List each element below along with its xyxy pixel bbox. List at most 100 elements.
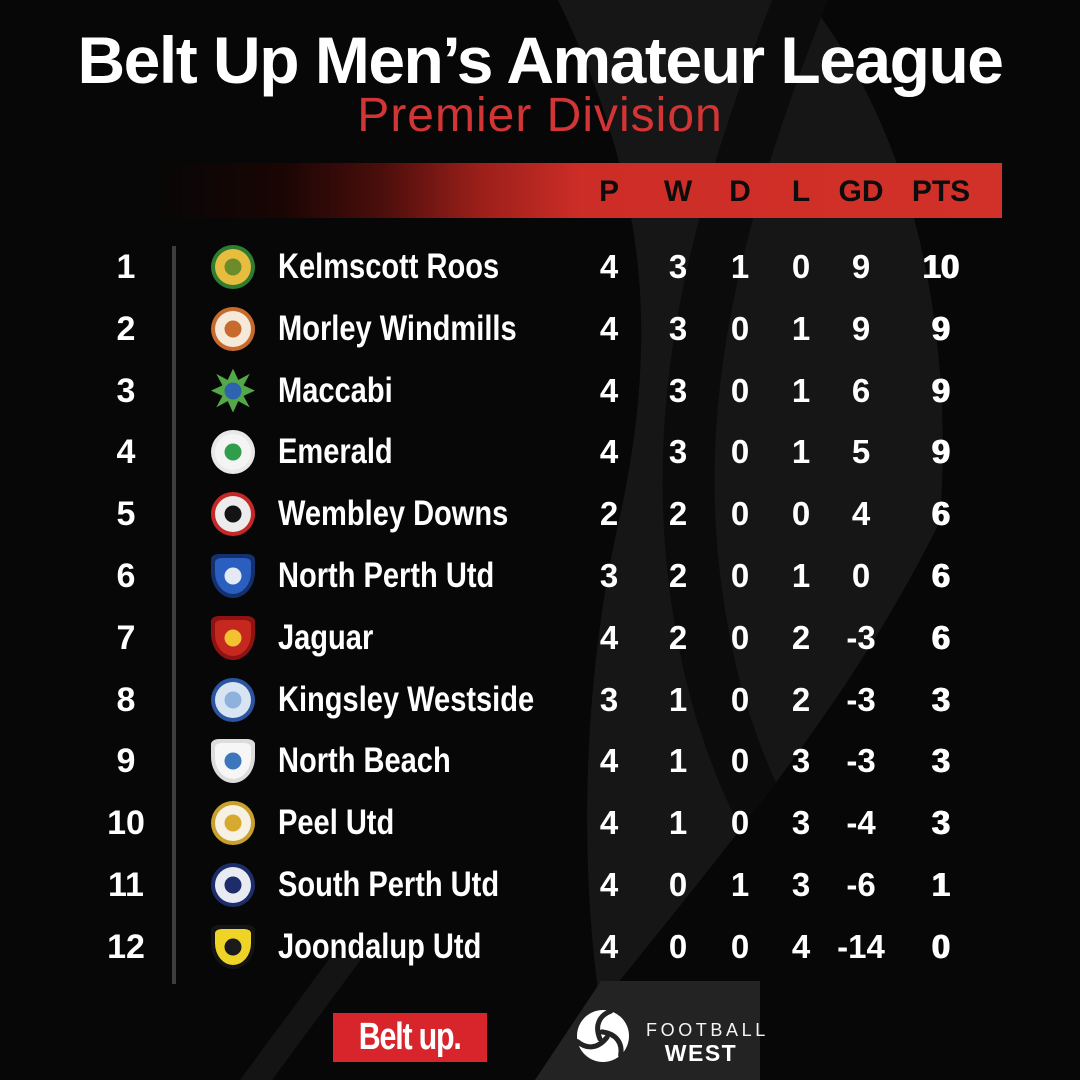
stat-played: 3 (599, 680, 619, 718)
stat-drawn: 0 (730, 495, 750, 533)
rank-number: 7 (116, 618, 136, 657)
table-row: 9 North Beach 4 1 0 3 -3 3 (0, 730, 1080, 792)
football-west-ball-icon (576, 1009, 629, 1062)
stat-drawn: 0 (730, 371, 750, 409)
badge-emblem (224, 814, 242, 832)
stat-played: 4 (599, 742, 619, 780)
table-row: 8 Kingsley Westside 3 1 0 2 -3 3 (0, 669, 1080, 731)
stat-goal-diff: -6 (846, 866, 876, 903)
rank-number: 11 (108, 866, 144, 904)
team-name: North Perth Utd (278, 556, 495, 595)
stat-lost: 2 (791, 618, 811, 656)
badge-emblem (224, 567, 242, 585)
stat-drawn: 0 (730, 804, 750, 842)
team-badge-icon (211, 245, 255, 289)
stat-lost: 1 (791, 371, 811, 409)
badge-emblem (224, 505, 242, 523)
football-west-label-football: FOOTBALL (646, 1020, 769, 1040)
stat-goal-diff: 6 (851, 371, 871, 409)
stat-won: 3 (668, 371, 688, 409)
stat-played: 4 (599, 309, 619, 347)
stat-won: 3 (668, 248, 688, 285)
stat-played: 4 (599, 927, 619, 965)
stat-points: 0 (931, 927, 951, 965)
stat-drawn: 1 (730, 866, 750, 903)
stat-lost: 1 (791, 557, 811, 594)
team-name: North Beach (278, 741, 451, 781)
column-header-won: W (663, 175, 693, 208)
rank-number: 1 (116, 248, 136, 286)
rank-number: 12 (107, 927, 145, 966)
stat-won: 0 (668, 866, 688, 903)
stat-drawn: 0 (730, 927, 750, 965)
stat-lost: 3 (791, 804, 811, 842)
team-badge-icon (211, 306, 255, 351)
team-name: Joondalup Utd (278, 926, 482, 966)
stat-lost: 1 (791, 433, 811, 471)
team-name: Morley Windmills (278, 308, 517, 348)
stat-played: 4 (599, 371, 619, 409)
stat-goal-diff: 9 (851, 309, 871, 347)
rank-number: 6 (116, 557, 136, 595)
stat-lost: 3 (791, 866, 811, 903)
stat-drawn: 0 (730, 433, 750, 471)
rank-number: 8 (116, 680, 136, 719)
page-title: Belt Up Men’s Amateur League (77, 23, 1004, 97)
stat-won: 1 (668, 680, 688, 718)
page-subtitle: Premier Division (357, 89, 723, 142)
badge-emblem (224, 752, 242, 770)
stat-points: 6 (931, 495, 951, 533)
team-badge-icon (211, 863, 255, 907)
badge-emblem (224, 382, 242, 400)
stat-drawn: 0 (730, 309, 750, 347)
team-name: Wembley Downs (278, 494, 509, 534)
stat-won: 3 (668, 433, 688, 471)
rank-number: 2 (116, 309, 136, 348)
stat-played: 4 (599, 804, 619, 842)
team-badge-icon (211, 615, 255, 660)
belt-up-logo: Belt up. (333, 1013, 487, 1062)
team-name: Maccabi (278, 370, 393, 410)
table-row: 1 Kelmscott Roos 4 3 1 0 9 10 (0, 236, 1080, 298)
team-badge-icon (211, 554, 255, 598)
rank-number: 10 (107, 804, 145, 843)
team-name: South Perth Utd (278, 865, 500, 904)
badge-emblem (224, 320, 242, 338)
team-name: Emerald (278, 432, 393, 472)
badge-emblem (224, 938, 242, 956)
stat-goal-diff: -3 (846, 742, 876, 780)
column-header-points: PTS (911, 175, 971, 208)
badge-emblem (224, 691, 242, 709)
stat-played: 4 (599, 618, 619, 656)
stat-points: 9 (931, 433, 951, 471)
stat-won: 1 (668, 742, 688, 780)
badge-emblem (224, 443, 242, 461)
stat-lost: 2 (791, 680, 811, 718)
stat-points: 6 (931, 557, 951, 594)
stat-goal-diff: 5 (851, 433, 871, 471)
badge-emblem (224, 876, 242, 894)
stat-won: 1 (668, 804, 688, 842)
team-badge-icon (211, 368, 255, 413)
stat-points: 3 (931, 804, 951, 842)
table-row: 5 Wembley Downs 2 2 0 0 4 6 (0, 483, 1080, 545)
stat-points: 9 (931, 371, 951, 409)
stat-points: 9 (931, 309, 951, 347)
belt-up-logo-text: Belt up. (359, 1016, 462, 1058)
table-row: 12 Joondalup Utd 4 0 0 4 -14 0 (0, 916, 1080, 978)
stat-played: 3 (599, 557, 619, 594)
team-badge-icon (211, 430, 255, 475)
stat-won: 2 (668, 557, 688, 594)
stat-points: 3 (931, 742, 951, 780)
table-row: 11 South Perth Utd 4 0 1 3 -6 1 (0, 854, 1080, 916)
rank-number: 9 (116, 742, 136, 781)
column-header-lost: L (791, 175, 811, 208)
stat-goal-diff: -4 (846, 804, 876, 842)
stat-played: 4 (599, 433, 619, 471)
stat-played: 4 (599, 866, 619, 903)
stat-points: 10 (922, 248, 960, 285)
stat-goal-diff: 0 (851, 557, 871, 594)
stat-drawn: 0 (730, 557, 750, 594)
